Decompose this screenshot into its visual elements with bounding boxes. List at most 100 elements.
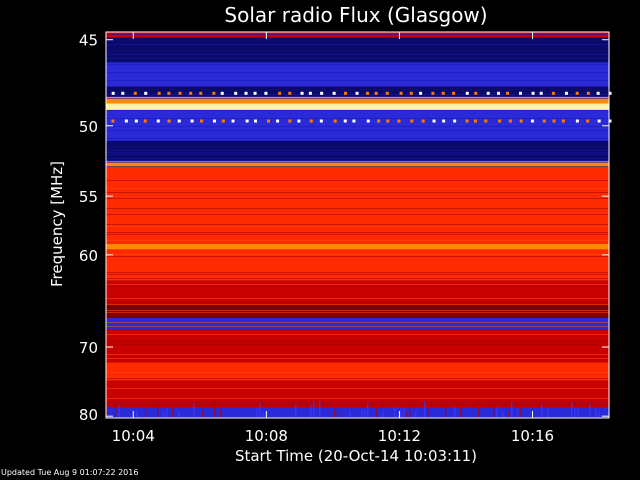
spectrogram-spot (319, 119, 323, 123)
spectrogram-texture-line (106, 232, 609, 233)
spectrogram-spot (189, 91, 193, 95)
spectrogram-texture-line (106, 154, 609, 155)
spectrogram-spot (133, 91, 137, 95)
spectrogram-texture-line (106, 342, 609, 343)
spectrogram-noise-column (319, 401, 321, 418)
plot-border (105, 31, 610, 419)
spectrogram-noise-column (193, 403, 195, 418)
spectrogram-texture-line (106, 198, 609, 199)
spectrogram-noise-column (403, 407, 405, 418)
spectrogram-spot (111, 91, 115, 95)
spectrogram-noise-column (295, 403, 297, 418)
spectrogram-spot (124, 119, 128, 123)
spectrogram-spot (221, 119, 225, 123)
spectrogram-spot (608, 91, 612, 95)
spectrogram-band (106, 304, 609, 318)
spectrogram-spot (352, 119, 356, 123)
spectrogram-spot (608, 119, 612, 123)
spectrogram-spot (200, 119, 204, 123)
spectrogram-texture-line (106, 98, 609, 99)
spectrogram-noise-column (400, 409, 402, 418)
spectrogram-spot (278, 91, 282, 95)
spectrogram-texture-line (106, 62, 609, 63)
spectrogram-spot (453, 119, 457, 123)
spectrogram-noise-column (454, 406, 456, 418)
spectrogram-spot (288, 91, 292, 95)
spectrogram-texture-line (106, 256, 609, 257)
spectrogram-spot (575, 119, 579, 123)
y-tick-label: 50 (79, 118, 98, 136)
spectrogram-spot (144, 91, 148, 95)
spectrogram-noise-column (256, 409, 258, 418)
spectrogram-texture-line (106, 118, 609, 119)
spectrogram-band (106, 140, 609, 162)
spectrogram-spot (397, 119, 401, 123)
spectrogram-noise-column (367, 402, 369, 418)
spectrogram-texture-line (106, 340, 609, 341)
spectrogram-spot (231, 119, 235, 123)
spectrogram-spot (409, 91, 413, 95)
spectrogram-noise-column (445, 405, 447, 418)
spectrogram-texture-line (106, 96, 609, 97)
spectrogram-texture-line (106, 126, 609, 127)
spectrogram-texture-line (106, 224, 609, 225)
spectrogram-noise-column (547, 407, 549, 418)
spectrogram-spot (486, 91, 490, 95)
y-tick-label: 55 (79, 188, 98, 206)
spectrogram-noise-column (337, 411, 339, 418)
spectrogram-noise-column (595, 408, 597, 418)
spectrogram-texture-line (106, 278, 609, 279)
spectrogram-band (106, 166, 609, 244)
spectrogram-texture-line (106, 298, 609, 299)
spectrogram-spot (410, 119, 414, 123)
spectrogram-texture-line (106, 372, 609, 373)
spectrogram-texture-line (106, 354, 609, 355)
spectrogram-noise-column (493, 405, 495, 418)
spectrogram-spot (465, 91, 469, 95)
spectrogram-band (106, 406, 609, 418)
spectrogram-noise-column (520, 407, 522, 418)
spectrogram-spot (519, 119, 523, 123)
spectrogram-noise-column (118, 404, 120, 418)
spectrogram-noise-column (415, 411, 417, 418)
y-tick-label: 80 (79, 406, 98, 424)
spectrogram-noise-column (409, 406, 411, 418)
spectrogram-spot (441, 91, 445, 95)
spectrogram-spot (366, 119, 370, 123)
spectrogram-noise-column (427, 408, 429, 418)
spectrogram-texture-line (106, 188, 609, 189)
spectrogram-spot (308, 91, 312, 95)
spectrogram-spot (276, 119, 280, 123)
spectrogram-texture-line (106, 150, 609, 151)
spectrogram-noise-column (310, 404, 312, 418)
spectrogram-noise-column (502, 411, 504, 418)
spectrogram-spot (484, 119, 488, 123)
spectrogram-spot (374, 91, 378, 95)
spectrogram-texture-line (106, 398, 609, 399)
spectrogram-texture-line (106, 402, 609, 403)
spectrogram-noise-column (460, 406, 462, 418)
spectrogram-noise-column (478, 407, 480, 418)
spectrogram-spot (473, 119, 477, 123)
spectrogram-texture-line (106, 302, 609, 303)
x-tick-labels: 10:04 10:08 10:12 10:16 (112, 427, 554, 445)
spectrogram-noise-column (262, 411, 264, 418)
spectrogram-noise-column (394, 406, 396, 418)
spectrogram-noise-column (349, 410, 351, 418)
spectrogram-noise-column (571, 401, 573, 418)
spectrogram-texture-line (106, 208, 609, 209)
spectrogram-band (106, 62, 609, 87)
spectrogram-spot (288, 119, 292, 123)
spectrogram-noise-column (574, 407, 576, 418)
x-tick-label: 10:16 (511, 427, 554, 445)
spectrogram-noise-column (361, 408, 363, 418)
y-tick-label: 70 (79, 339, 98, 357)
spectrogram-spot (552, 119, 556, 123)
spectrogram-band (106, 109, 609, 141)
spectrogram-spot (111, 119, 115, 123)
plot-frame (105, 31, 610, 419)
spectrogram-spot (399, 91, 403, 95)
spectrogram-spot (452, 91, 456, 95)
spectrogram-spot (245, 119, 249, 123)
spectrogram-spot (551, 91, 555, 95)
